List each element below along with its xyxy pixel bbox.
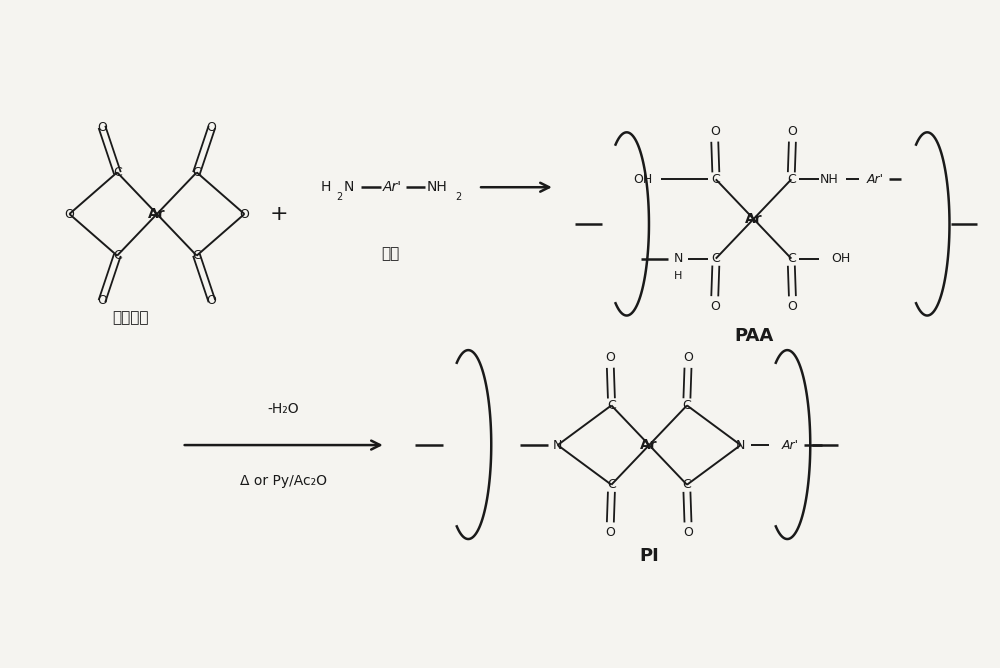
Text: O: O (605, 351, 615, 364)
Text: C: C (607, 478, 616, 491)
Text: O: O (207, 121, 217, 134)
Text: O: O (97, 121, 107, 134)
Text: O: O (64, 208, 74, 220)
Text: O: O (605, 526, 615, 539)
Text: Ar: Ar (148, 207, 166, 221)
Text: C: C (711, 252, 720, 265)
Text: O: O (710, 125, 720, 138)
Text: NH: NH (820, 173, 839, 186)
Text: H: H (674, 271, 682, 281)
Text: O: O (239, 208, 249, 220)
Text: PI: PI (639, 547, 659, 565)
Text: C: C (192, 249, 201, 262)
Text: Ar': Ar' (782, 439, 799, 452)
Text: N: N (553, 439, 562, 452)
Text: O: O (710, 300, 720, 313)
Text: Ar': Ar' (866, 173, 883, 186)
Text: O: O (787, 300, 797, 313)
Text: OH: OH (634, 173, 653, 186)
Text: 2: 2 (336, 192, 342, 202)
Text: C: C (711, 173, 720, 186)
Text: Ar': Ar' (383, 180, 402, 194)
Text: OH: OH (831, 252, 851, 265)
Text: C: C (787, 173, 796, 186)
Text: C: C (113, 249, 122, 262)
Text: C: C (192, 166, 201, 179)
Text: O: O (97, 294, 107, 307)
Text: NH: NH (427, 180, 448, 194)
Text: C: C (787, 252, 796, 265)
Text: O: O (207, 294, 217, 307)
Text: Ar: Ar (745, 212, 762, 226)
Text: 二胺: 二胺 (381, 246, 400, 261)
Text: 2: 2 (455, 192, 461, 202)
Text: Ar: Ar (640, 438, 658, 452)
Text: +: + (270, 204, 289, 224)
Text: C: C (607, 399, 616, 412)
Text: N: N (344, 180, 354, 194)
Text: N: N (673, 252, 683, 265)
Text: PAA: PAA (734, 327, 773, 345)
Text: Δ or Py/Ac₂O: Δ or Py/Ac₂O (240, 474, 327, 488)
Text: C: C (113, 166, 122, 179)
Text: N: N (736, 439, 745, 452)
Text: 二羧酸酐: 二羧酸酐 (112, 311, 149, 325)
Text: C: C (683, 399, 691, 412)
Text: O: O (683, 351, 693, 364)
Text: H: H (321, 180, 331, 194)
Text: O: O (683, 526, 693, 539)
Text: -H₂O: -H₂O (267, 402, 299, 416)
Text: O: O (787, 125, 797, 138)
Text: C: C (683, 478, 691, 491)
